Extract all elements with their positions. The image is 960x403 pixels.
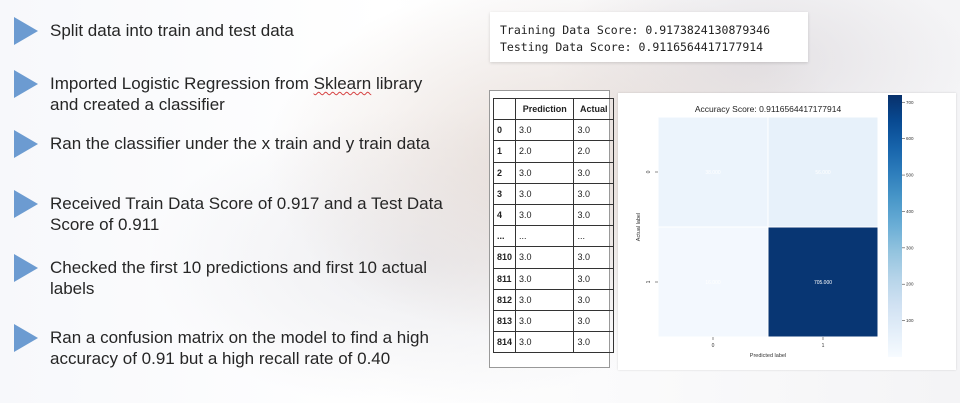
row-index: 814 xyxy=(492,331,517,354)
actual-cell: ... xyxy=(573,225,614,248)
cell-annotation: 38.000 xyxy=(705,170,721,176)
x-axis-label: Predicted label xyxy=(750,353,786,359)
bullet-text: Ran the classifier under the x train and… xyxy=(50,134,430,153)
testing-score: Testing Data Score: 0.9116564417177914 xyxy=(500,40,764,54)
table-row: 2 3.0 3.0 xyxy=(492,161,614,184)
table-row: 811 3.0 3.0 xyxy=(492,267,614,290)
row-index: 811 xyxy=(492,267,517,290)
bullet-text: Split data into train and test data xyxy=(50,21,294,40)
table-row: 1 2.0 2.0 xyxy=(492,140,614,163)
actual-cell: 3.0 xyxy=(573,182,614,205)
row-index: 0 xyxy=(492,119,517,142)
y-axis-label: Actual label xyxy=(636,213,642,241)
y-tick-label: 1 xyxy=(646,280,652,283)
arrow-icon xyxy=(14,70,38,98)
prediction-cell: 3.0 xyxy=(515,182,575,205)
prediction-table: Prediction Actual 0 3.0 3.0 1 2.0 2.0 2 3.0 3.… xyxy=(492,97,614,354)
cell-annotation: 56.000 xyxy=(815,170,831,176)
prediction-cell: 3.0 xyxy=(515,331,575,354)
header-index xyxy=(492,97,517,121)
bullet-text: Ran a confusion matrix on the model to f… xyxy=(50,328,429,368)
colorbar-tick-label: 100 xyxy=(906,318,914,323)
heatmap-cell xyxy=(657,226,769,338)
prediction-cell: 2.0 xyxy=(515,140,575,163)
actual-cell: 3.0 xyxy=(573,309,614,333)
arrow-icon xyxy=(14,130,38,158)
header-actual: Actual xyxy=(573,97,614,121)
row-index: 810 xyxy=(492,246,517,269)
bullet-text: Imported Logistic Regression from Sklear… xyxy=(50,74,423,114)
colorbar-tick-label: 400 xyxy=(906,209,914,214)
row-index: 1 xyxy=(492,140,517,163)
x-tick-label: 0 xyxy=(712,343,715,349)
prediction-cell: 3.0 xyxy=(515,246,575,269)
arrow-icon xyxy=(14,254,38,282)
x-tick-label: 1 xyxy=(822,343,825,349)
table-row: 814 3.0 3.0 xyxy=(492,331,614,354)
table-row: 0 3.0 3.0 xyxy=(492,119,614,142)
confusion-matrix-svg: Accuracy Score: 0.9116564417177914 38.000… xyxy=(636,95,914,359)
prediction-cell: 3.0 xyxy=(515,288,575,311)
y-tick-label: 0 xyxy=(646,170,652,173)
prediction-cell: 3.0 xyxy=(515,203,575,227)
heatmap-cell xyxy=(767,116,879,228)
table-row: 813 3.0 3.0 xyxy=(492,309,614,333)
heatmap-cell xyxy=(767,226,879,338)
cell-annotation: 16.000 xyxy=(705,280,721,286)
table-row: 812 3.0 3.0 xyxy=(492,288,614,311)
actual-cell: 3.0 xyxy=(573,119,614,142)
row-index: 2 xyxy=(492,161,517,184)
prediction-cell: 3.0 xyxy=(515,161,575,184)
colorbar xyxy=(888,95,902,357)
arrow-icon xyxy=(14,324,38,352)
table-row: 4 3.0 3.0 xyxy=(492,203,614,227)
header-prediction: Prediction xyxy=(515,97,575,121)
prediction-table-panel: Prediction Actual 0 3.0 3.0 1 2.0 2.0 2 3.0 3.… xyxy=(489,90,614,368)
row-index: 813 xyxy=(492,309,517,333)
spellcheck-word: Sklearn xyxy=(313,74,372,93)
bullet-list: Split data into train and test data Impo… xyxy=(14,17,443,368)
table-header-row: Prediction Actual xyxy=(492,97,614,121)
prediction-cell: 3.0 xyxy=(515,309,575,333)
actual-cell: 3.0 xyxy=(573,246,614,269)
confusion-matrix-chart: Accuracy Score: 0.9116564417177914 38.000… xyxy=(618,93,956,370)
score-output-panel: Training Data Score: 0.9173824130879346 … xyxy=(490,12,808,62)
arrow-icon xyxy=(14,190,38,218)
colorbar-tick-label: 300 xyxy=(906,245,914,250)
row-index: ... xyxy=(492,225,517,248)
table-row: 810 3.0 3.0 xyxy=(492,246,614,269)
colorbar-tick-label: 700 xyxy=(906,100,914,105)
row-index: 812 xyxy=(492,288,517,311)
actual-cell: 2.0 xyxy=(573,140,614,163)
actual-cell: 3.0 xyxy=(573,288,614,311)
actual-cell: 3.0 xyxy=(573,331,614,354)
training-score: Training Data Score: 0.9173824130879346 xyxy=(500,23,771,37)
heatmap-cell xyxy=(657,116,769,228)
prediction-cell: 3.0 xyxy=(515,119,575,142)
actual-cell: 3.0 xyxy=(573,161,614,184)
row-index: 3 xyxy=(492,182,517,205)
table-row: ......... xyxy=(492,225,614,248)
prediction-cell: 3.0 xyxy=(515,267,575,290)
colorbar-tick-label: 200 xyxy=(906,282,914,287)
actual-cell: 3.0 xyxy=(573,203,614,227)
actual-cell: 3.0 xyxy=(573,267,614,290)
cell-annotation: 705.000 xyxy=(814,280,832,286)
bullet-text: Checked the first 10 predictions and fir… xyxy=(50,258,428,298)
prediction-cell: ... xyxy=(515,225,575,248)
chart-title: Accuracy Score: 0.9116564417177914 xyxy=(695,104,842,114)
table-row: 3 3.0 3.0 xyxy=(492,182,614,205)
colorbar-tick-label: 600 xyxy=(906,136,914,141)
bullet-text: Received Train Data Score of 0.917 and a… xyxy=(50,194,443,234)
colorbar-tick-label: 500 xyxy=(906,173,914,178)
arrow-icon xyxy=(14,17,38,45)
row-index: 4 xyxy=(492,203,517,227)
